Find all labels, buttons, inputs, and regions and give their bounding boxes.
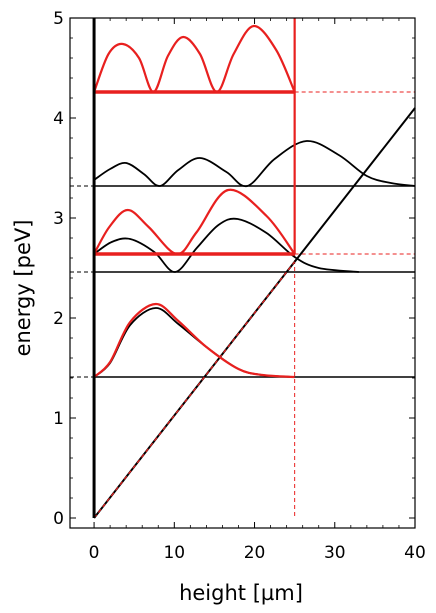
axis-ticks: 0 10 20 30 40 0 1 2 3 4 5	[53, 9, 426, 563]
potential-line-red-overlay	[93, 261, 296, 519]
y-tick-label: 4	[53, 109, 64, 129]
black-wavefunction-2	[93, 217, 359, 273]
y-tick-label: 2	[53, 309, 64, 329]
y-tick-label: 1	[53, 409, 64, 429]
red-wavefunction-2	[93, 188, 296, 256]
x-tick-label: 40	[404, 543, 426, 563]
plot-frame	[69, 17, 416, 529]
x-tick-label: 20	[244, 543, 266, 563]
black-wavefunction-3	[93, 140, 416, 188]
x-axis-label: height [µm]	[179, 581, 303, 605]
plot-area	[70, 18, 416, 519]
red-wavefunction-1	[93, 302, 295, 379]
x-tick-label: 0	[89, 543, 100, 563]
y-tick-label: 5	[53, 9, 64, 29]
x-tick-label: 30	[324, 543, 346, 563]
x-tick-label: 10	[163, 543, 185, 563]
black-wavefunction-1	[93, 307, 295, 378]
plot-border	[69, 17, 416, 529]
y-tick-label: 0	[53, 509, 64, 529]
y-axis-label: energy [peV]	[11, 220, 35, 357]
red-wavefunction-3	[93, 24, 296, 94]
y-tick-label: 3	[53, 209, 64, 229]
